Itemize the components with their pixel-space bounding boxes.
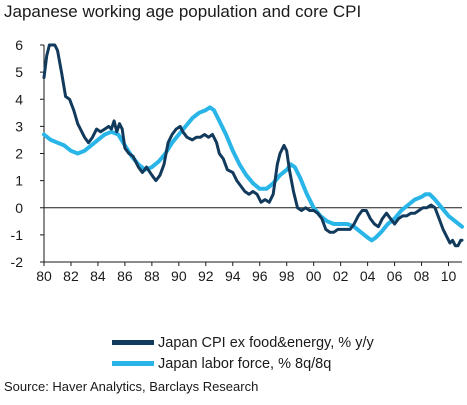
x-tick-label: 96 bbox=[252, 268, 268, 284]
chart-legend: Japan CPI ex food&energy, % y/y Japan la… bbox=[112, 332, 452, 374]
y-tick-label: -2 bbox=[11, 254, 24, 270]
x-tick-label: 04 bbox=[360, 268, 376, 284]
legend-label-cpi: Japan CPI ex food&energy, % y/y bbox=[158, 334, 374, 351]
x-tick-label: 06 bbox=[387, 268, 403, 284]
y-tick-label: 3 bbox=[15, 118, 23, 134]
x-tick-label: 00 bbox=[306, 268, 322, 284]
y-tick-label: 6 bbox=[15, 37, 23, 53]
x-tick-label: 84 bbox=[90, 268, 106, 284]
y-tick-label: 5 bbox=[15, 64, 23, 80]
y-tick-label: 2 bbox=[15, 146, 23, 162]
legend-item-labor: Japan labor force, % 8q/8q bbox=[112, 353, 452, 374]
x-tick-label: 98 bbox=[279, 268, 295, 284]
x-tick-label: 02 bbox=[333, 268, 349, 284]
x-tick-label: 08 bbox=[414, 268, 430, 284]
series-line-cpi bbox=[42, 43, 464, 248]
legend-swatch-labor bbox=[112, 361, 154, 366]
legend-item-cpi: Japan CPI ex food&energy, % y/y bbox=[112, 332, 452, 353]
legend-label-labor: Japan labor force, % 8q/8q bbox=[158, 355, 332, 372]
y-tick-label: 0 bbox=[15, 200, 23, 216]
chart-title: Japanese working age population and core… bbox=[4, 2, 362, 21]
legend-swatch-cpi bbox=[112, 340, 154, 345]
x-tick-label: 88 bbox=[144, 268, 160, 284]
x-tick-label: 82 bbox=[63, 268, 79, 284]
x-tick-label: 92 bbox=[198, 268, 214, 284]
x-tick-label: 90 bbox=[171, 268, 187, 284]
x-tick-label: 80 bbox=[36, 268, 52, 284]
y-tick-label: -1 bbox=[11, 227, 24, 243]
source-note: Source: Haver Analytics, Barclays Resear… bbox=[4, 379, 259, 394]
chart-series bbox=[42, 43, 464, 248]
series-line-labor bbox=[42, 105, 464, 243]
x-tick-label: 86 bbox=[117, 268, 133, 284]
y-tick-label: 4 bbox=[15, 91, 23, 107]
x-tick-label: 10 bbox=[441, 268, 457, 284]
y-tick-label: 1 bbox=[15, 173, 23, 189]
x-tick-label: 94 bbox=[225, 268, 241, 284]
